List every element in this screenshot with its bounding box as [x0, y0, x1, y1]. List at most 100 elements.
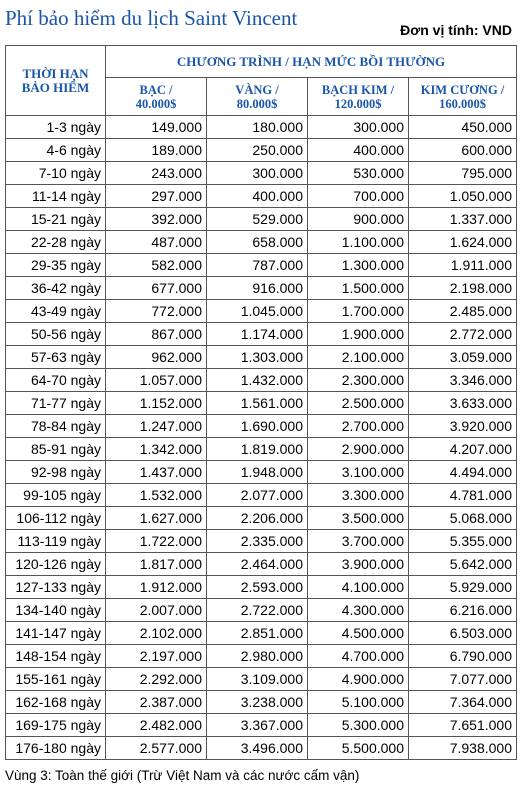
premium-cell: 3.109.000	[206, 667, 308, 691]
plan-header-gold: VÀNG / 80.000$	[206, 77, 308, 116]
premium-cell: 2.197.000	[105, 644, 207, 668]
period-header: THỜI HẠN BẢO HIỂM	[5, 45, 106, 116]
table-row: 99-105 ngày 1.532.000 2.077.000 3.300.000 4.…	[5, 483, 518, 507]
premium-cell: 3.367.000	[206, 713, 308, 737]
plan-header-platinum: BẠCH KIM / 120.000$	[307, 77, 409, 116]
premium-cell: 7.651.000	[407, 713, 518, 737]
premium-cell: 1.045.000	[206, 299, 308, 323]
table-row: 50-56 ngày 867.000 1.174.000 1.900.000 2.772…	[5, 322, 518, 346]
table-row: 36-42 ngày 677.000 916.000 1.500.000 2.198.0…	[5, 276, 518, 300]
premium-cell: 4.500.000	[307, 621, 409, 645]
premium-cell: 2.464.000	[206, 552, 308, 576]
period-cell: 29-35 ngày	[5, 253, 106, 277]
premium-cell: 1.500.000	[307, 276, 409, 300]
premium-cell: 2.980.000	[206, 644, 308, 668]
premium-cell: 3.346.000	[407, 368, 518, 392]
premium-cell: 2.100.000	[307, 345, 409, 369]
premium-cell: 1.057.000	[105, 368, 207, 392]
premium-cell: 600.000	[407, 138, 518, 162]
period-header-line-1: THỜI HẠN	[22, 65, 89, 81]
table-row: 141-147 ngày 2.102.000 2.851.000 4.500.000 6…	[5, 621, 518, 645]
premium-cell: 5.642.000	[407, 552, 518, 576]
premium-cell: 916.000	[206, 276, 308, 300]
premium-cell: 2.102.000	[105, 621, 207, 645]
plan-name: KIM CƯƠNG /	[420, 82, 505, 97]
premium-cell: 7.077.000	[407, 667, 518, 691]
premium-cell: 1.432.000	[206, 368, 308, 392]
period-cell: 71-77 ngày	[5, 391, 106, 415]
premium-cell: 3.496.000	[206, 736, 308, 760]
premium-cell: 5.929.000	[407, 575, 518, 599]
premium-cell: 487.000	[105, 230, 207, 254]
premium-cell: 1.722.000	[105, 529, 207, 553]
premium-cell: 392.000	[105, 207, 207, 231]
premium-cell: 2.482.000	[105, 713, 207, 737]
premium-cell: 795.000	[407, 161, 518, 185]
premium-cell: 4.781.000	[407, 483, 518, 507]
premium-cell: 3.633.000	[407, 391, 518, 415]
premium-cell: 400.000	[206, 184, 308, 208]
premium-cell: 1.152.000	[105, 391, 207, 415]
premium-cell: 2.577.000	[105, 736, 207, 760]
premium-cell: 1.690.000	[206, 414, 308, 438]
table-row: 57-63 ngày 962.000 1.303.000 2.100.000 3.059…	[5, 345, 518, 369]
premium-cell: 700.000	[307, 184, 409, 208]
premium-cell: 5.500.000	[307, 736, 409, 760]
premium-cell: 6.216.000	[407, 598, 518, 622]
premium-cell: 300.000	[307, 115, 409, 139]
premium-cell: 7.938.000	[407, 736, 518, 760]
period-cell: 7-10 ngày	[5, 161, 106, 185]
premium-cell: 3.920.000	[407, 414, 518, 438]
premium-cell: 4.207.000	[407, 437, 518, 461]
table-row: 169-175 ngày 2.482.000 3.367.000 5.300.000 7…	[5, 713, 518, 737]
table-row: 134-140 ngày 2.007.000 2.722.000 4.300.000 6…	[5, 598, 518, 622]
premium-cell: 1.342.000	[105, 437, 207, 461]
premium-cell: 3.059.000	[407, 345, 518, 369]
period-cell: 92-98 ngày	[5, 460, 106, 484]
premium-cell: 1.561.000	[206, 391, 308, 415]
premium-cell: 677.000	[105, 276, 207, 300]
premium-cell: 3.238.000	[206, 690, 308, 714]
premium-cell: 3.300.000	[307, 483, 409, 507]
premium-cell: 1.627.000	[105, 506, 207, 530]
table-row: 11-14 ngày 297.000 400.000 700.000 1.050.000	[5, 184, 518, 208]
premium-cell: 2.485.000	[407, 299, 518, 323]
premium-table: THỜI HẠN BẢO HIỂM CHƯƠNG TRÌNH / HẠN MỨC…	[5, 45, 518, 760]
premium-cell: 3.100.000	[307, 460, 409, 484]
premium-cell: 3.900.000	[307, 552, 409, 576]
premium-cell: 2.700.000	[307, 414, 409, 438]
table-row: 92-98 ngày 1.437.000 1.948.000 3.100.000 4.4…	[5, 460, 518, 484]
period-cell: 127-133 ngày	[5, 575, 106, 599]
table-row: 22-28 ngày 487.000 658.000 1.100.000 1.624.0…	[5, 230, 518, 254]
period-cell: 1-3 ngày	[5, 115, 106, 139]
premium-cell: 530.000	[307, 161, 409, 185]
premium-cell: 2.292.000	[105, 667, 207, 691]
period-cell: 155-161 ngày	[5, 667, 106, 691]
premium-cell: 1.337.000	[407, 207, 518, 231]
premium-cell: 1.300.000	[307, 253, 409, 277]
period-cell: 134-140 ngày	[5, 598, 106, 622]
premium-cell: 962.000	[105, 345, 207, 369]
premium-cell: 4.900.000	[307, 667, 409, 691]
premium-cell: 1.817.000	[105, 552, 207, 576]
table-row: 176-180 ngày 2.577.000 3.496.000 5.500.000 7…	[5, 736, 518, 760]
plan-header-diamond: KIM CƯƠNG / 160.000$	[407, 77, 518, 116]
period-cell: 36-42 ngày	[5, 276, 106, 300]
premium-cell: 787.000	[206, 253, 308, 277]
table-row: 64-70 ngày 1.057.000 1.432.000 2.300.000 3.3…	[5, 368, 518, 392]
premium-cell: 4.100.000	[307, 575, 409, 599]
plan-name: BẠC /	[139, 82, 173, 97]
table-row: 78-84 ngày 1.247.000 1.690.000 2.700.000 3.9…	[5, 414, 518, 438]
period-cell: 113-119 ngày	[5, 529, 106, 553]
premium-cell: 1.437.000	[105, 460, 207, 484]
table-row: 113-119 ngày 1.722.000 2.335.000 3.700.000 5…	[5, 529, 518, 553]
premium-cell: 1.174.000	[206, 322, 308, 346]
period-cell: 148-154 ngày	[5, 644, 106, 668]
plan-name: BẠCH KIM /	[321, 82, 395, 97]
period-cell: 120-126 ngày	[5, 552, 106, 576]
table-row: 162-168 ngày 2.387.000 3.238.000 5.100.000 7…	[5, 690, 518, 714]
period-cell: 78-84 ngày	[5, 414, 106, 438]
premium-cell: 900.000	[307, 207, 409, 231]
premium-cell: 2.851.000	[206, 621, 308, 645]
premium-cell: 300.000	[206, 161, 308, 185]
